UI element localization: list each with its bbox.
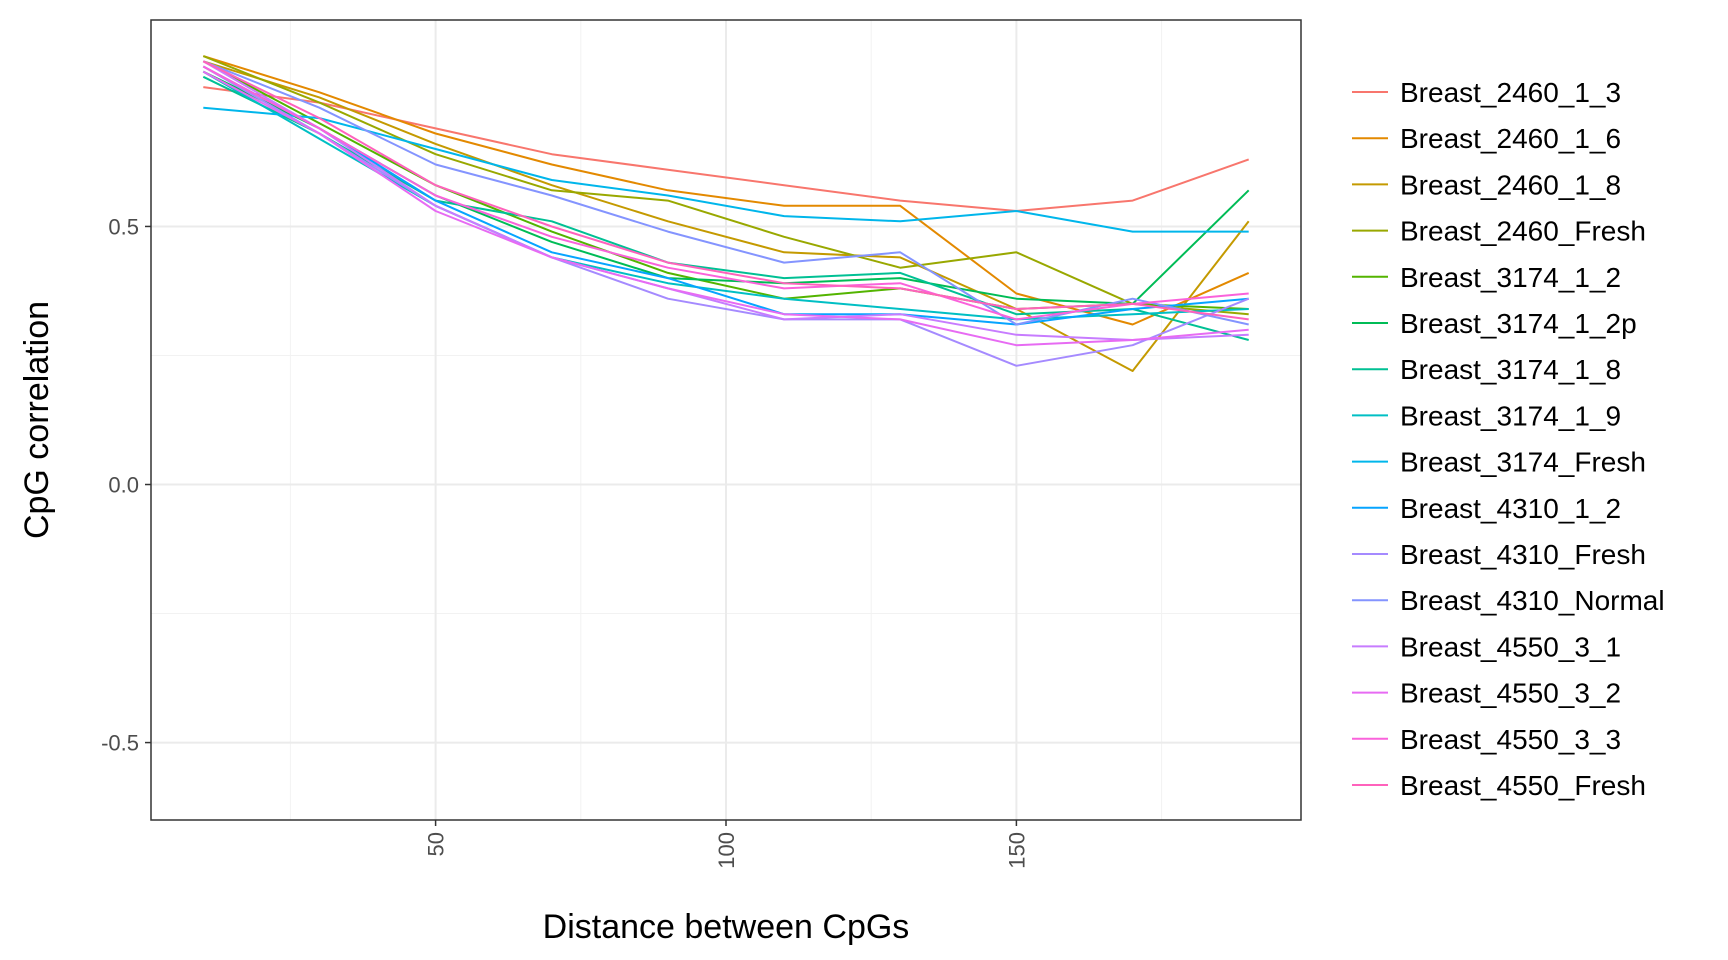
series-line [202,60,1249,341]
x-tick-label: 50 [424,832,449,856]
y-tick-label: 0.0 [108,473,139,498]
legend-label: Breast_3174_1_2 [1400,262,1621,293]
legend-label: Breast_3174_1_9 [1400,400,1621,431]
major-grid [151,20,1301,820]
y-axis: -0.5 0.0 0.5 [101,214,151,756]
series-line [203,106,1249,233]
series-line [203,60,1250,372]
legend-label: Breast_2460_1_6 [1400,123,1621,154]
series-line [202,55,1249,316]
series-line [203,55,1250,326]
series-line [202,60,1249,321]
series-line [203,86,1250,212]
x-axis-title: Distance between CpGs [543,908,910,946]
legend-label: Breast_3174_1_2p [1400,308,1637,339]
series-line [202,65,1250,367]
series-line [202,65,1249,321]
y-tick-label: 0.5 [108,214,139,239]
legend-label: Breast_2460_1_8 [1400,169,1621,200]
legend-label: Breast_4310_Normal [1400,585,1665,616]
x-tick-label: 100 [714,832,739,869]
legend-label: Breast_3174_Fresh [1400,447,1646,478]
legend-label: Breast_4550_3_1 [1400,631,1621,662]
series-line [202,70,1249,347]
legend-label: Breast_4550_3_2 [1400,678,1621,709]
legend-label: Breast_4550_Fresh [1400,770,1646,801]
legend: Breast_2460_1_3 Breast_2460_1_6 Breast_246… [1352,77,1665,801]
legend-label: Breast_2460_Fresh [1400,216,1646,247]
x-axis: 50 100 150 [424,820,1029,869]
x-tick-label: 150 [1004,832,1029,869]
legend-label: Breast_4310_1_2 [1400,493,1621,524]
legend-label: Breast_2460_1_3 [1400,77,1621,108]
legend-label: Breast_4550_3_3 [1400,724,1621,755]
y-tick-label: -0.5 [101,731,139,756]
legend-label: Breast_4310_Fresh [1400,539,1646,570]
legend-label: Breast_3174_1_8 [1400,354,1621,385]
series-line [202,65,1249,326]
y-axis-title: CpG correlation [18,301,56,539]
series-lines [202,55,1250,372]
